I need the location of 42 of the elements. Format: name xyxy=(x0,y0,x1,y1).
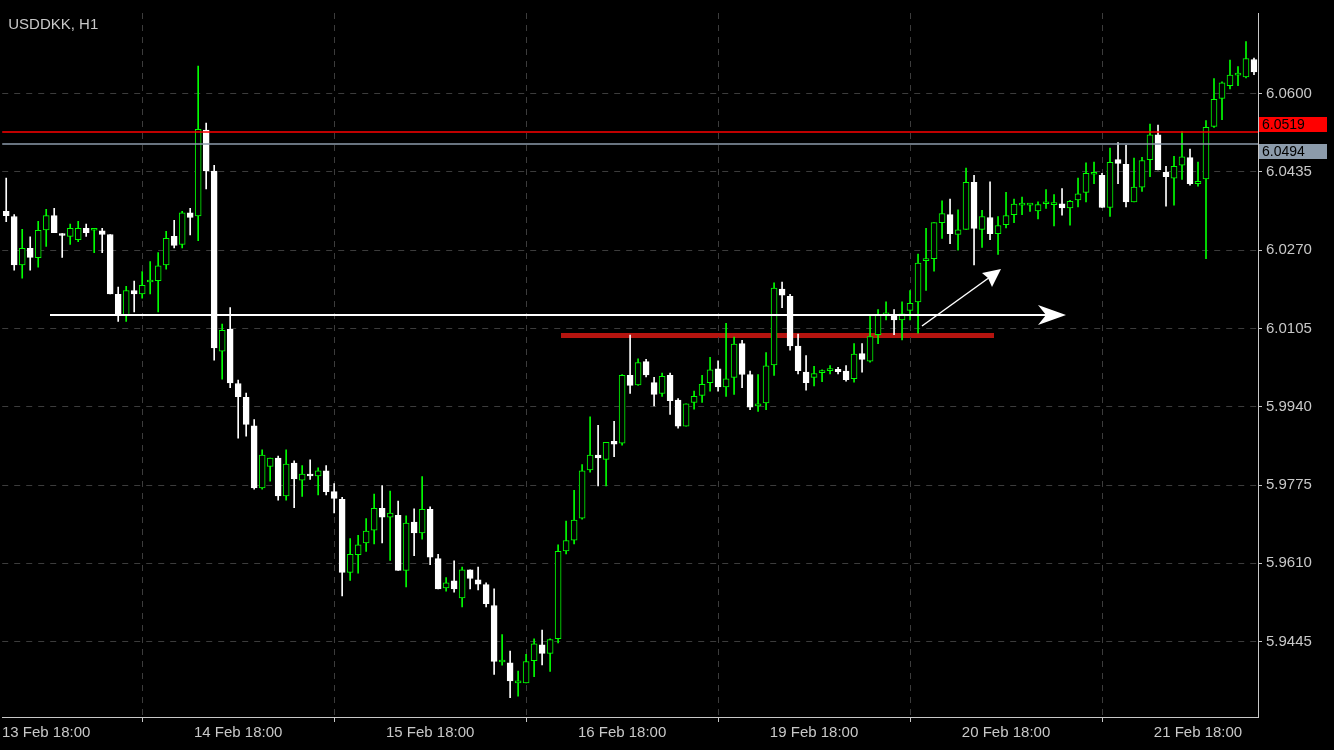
x-tick-label: 13 Feb 18:00 xyxy=(2,723,91,741)
candlestick xyxy=(810,366,818,387)
candlestick xyxy=(722,322,730,397)
candlestick xyxy=(754,374,762,412)
x-tick-label: 21 Feb 18:00 xyxy=(1153,723,1243,741)
candlestick xyxy=(298,465,306,497)
x-tick-label: 15 Feb 18:00 xyxy=(385,723,475,741)
ref-line-label: 6.0519 xyxy=(1262,115,1306,132)
candlestick xyxy=(858,343,866,373)
chart-title: USDDKK, H1 xyxy=(8,14,99,32)
candlestick xyxy=(154,252,162,313)
y-tick-label: 6.0600 xyxy=(1266,83,1312,101)
y-tick-label: 6.0105 xyxy=(1266,318,1312,336)
candlestick xyxy=(130,280,138,313)
candlestick xyxy=(954,209,962,251)
candlestick xyxy=(98,228,106,253)
candlestick xyxy=(2,177,10,223)
y-tick-label: 5.9445 xyxy=(1266,631,1312,649)
x-tick-label: 16 Feb 18:00 xyxy=(577,723,667,741)
y-tick-label: 5.9940 xyxy=(1266,396,1312,414)
candlestick xyxy=(610,421,618,457)
candlestick xyxy=(1042,189,1050,209)
candlestick xyxy=(1090,161,1098,185)
candlestick xyxy=(922,228,930,291)
ref-line-label: 6.0494 xyxy=(1262,142,1306,159)
x-tick-label: 20 Feb 18:00 xyxy=(961,723,1051,741)
candlestick xyxy=(1074,177,1082,208)
candlestick xyxy=(1114,142,1122,185)
candlestick xyxy=(234,379,242,439)
y-tick-label: 5.9610 xyxy=(1266,553,1312,571)
candlestick xyxy=(818,369,826,382)
candlestick xyxy=(1050,194,1058,227)
candlestick xyxy=(58,233,66,258)
x-tick-label: 19 Feb 18:00 xyxy=(769,723,859,741)
candlestick xyxy=(90,227,98,253)
candlestick xyxy=(994,216,1002,255)
x-tick-label: 14 Feb 18:00 xyxy=(193,723,283,741)
y-tick-label: 5.9775 xyxy=(1266,475,1312,493)
candlestick xyxy=(186,208,194,236)
y-tick-label: 6.0435 xyxy=(1266,162,1312,180)
y-tick-label: 6.0270 xyxy=(1266,240,1312,258)
candlestick xyxy=(626,334,634,394)
